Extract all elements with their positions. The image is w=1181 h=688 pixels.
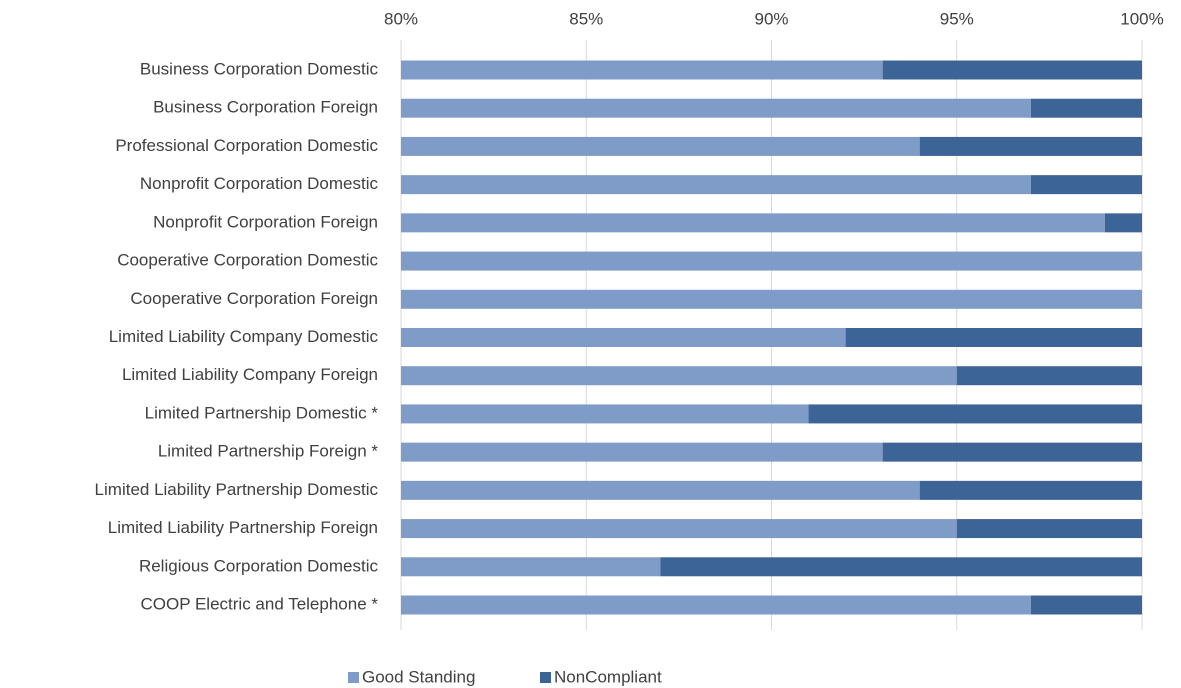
x-tick-label: 85% — [569, 9, 603, 28]
y-tick-label: Business Corporation Domestic — [140, 59, 379, 78]
y-tick-label: Professional Corporation Domestic — [115, 136, 378, 155]
bar-segment — [401, 442, 883, 462]
y-tick-label: Nonprofit Corporation Foreign — [153, 212, 378, 231]
y-tick-label: Limited Liability Partnership Domestic — [95, 480, 379, 499]
bar-segment — [401, 175, 1031, 195]
y-tick-label: Religious Corporation Domestic — [139, 556, 379, 575]
bar-segment — [401, 60, 883, 80]
bar-segment — [1030, 595, 1142, 615]
bar-segment — [401, 98, 1031, 118]
y-tick-label: Business Corporation Foreign — [153, 98, 378, 117]
bar-segment — [919, 136, 1142, 156]
x-tick-label: 100% — [1120, 9, 1163, 28]
bar-segment — [845, 328, 1142, 347]
y-tick-label: Cooperative Corporation Foreign — [130, 289, 378, 308]
y-tick-label: Cooperative Corporation Domestic — [117, 251, 378, 270]
bar-segment — [1030, 175, 1142, 195]
bar-segment — [882, 60, 1142, 80]
x-tick-label: 90% — [754, 9, 788, 28]
bar-segment — [956, 519, 1142, 539]
legend-label: Good Standing — [362, 667, 475, 686]
bar-segment — [401, 328, 846, 347]
bar-segment — [956, 366, 1142, 386]
y-tick-label: Nonprofit Corporation Domestic — [140, 174, 379, 193]
bar-segment — [401, 289, 1142, 309]
bar-segment — [401, 595, 1031, 615]
y-tick-label: Limited Liability Company Foreign — [122, 365, 378, 384]
bar-segment — [401, 557, 661, 577]
legend-swatch — [540, 672, 551, 683]
bar-segment — [401, 136, 920, 156]
bar-segment — [808, 404, 1142, 424]
bar-segment — [882, 442, 1142, 462]
y-tick-label: COOP Electric and Telephone * — [140, 594, 378, 613]
bar-segment — [401, 213, 1105, 233]
y-tick-label: Limited Liability Partnership Foreign — [108, 518, 378, 537]
bar-segment — [1104, 213, 1142, 233]
bar-segment — [401, 480, 920, 500]
y-tick-label: Limited Liability Company Domestic — [109, 327, 379, 346]
x-tick-label: 95% — [940, 9, 974, 28]
x-tick-label: 80% — [384, 9, 418, 28]
y-tick-label: Limited Partnership Foreign * — [158, 442, 379, 461]
legend-swatch — [348, 672, 359, 683]
y-tick-label: Limited Partnership Domestic * — [145, 403, 379, 422]
bar-segment — [401, 251, 1142, 271]
bar-segment — [660, 557, 1142, 577]
bar-segment — [401, 366, 957, 386]
bar-segment — [1030, 98, 1142, 118]
legend-label: NonCompliant — [554, 667, 662, 686]
bar-segment — [401, 404, 809, 424]
bar-segment — [919, 480, 1142, 500]
bar-segment — [401, 519, 957, 539]
